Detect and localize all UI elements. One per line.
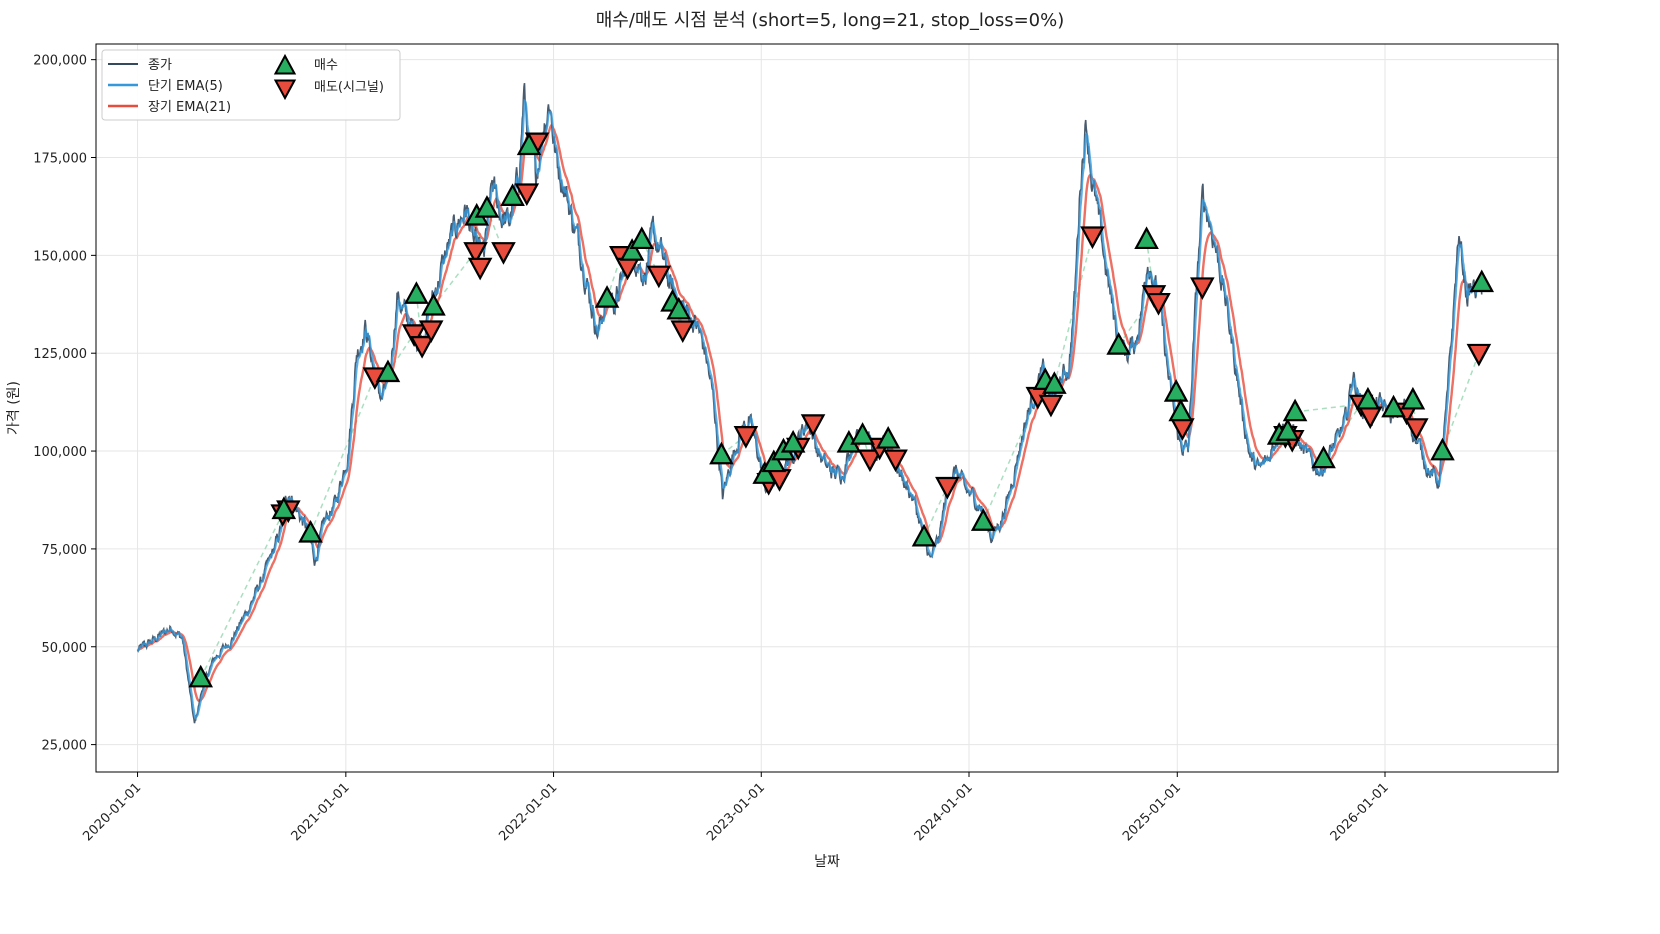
buy-signal-marker [1163, 379, 1189, 402]
sell-signal-marker [1466, 343, 1492, 367]
sell-signal-marker [467, 257, 493, 281]
buy-signal-marker [421, 292, 446, 316]
buy-signal-marker [619, 238, 645, 261]
sell-signal-marker [1080, 226, 1105, 250]
sell-signal-marker [935, 476, 960, 500]
sell-signal-marker [733, 426, 759, 449]
buy-signal-marker [752, 461, 777, 484]
buy-signal-marker [1042, 371, 1067, 394]
y-tick-label: 150,000 [33, 249, 87, 264]
legend-box [101, 49, 401, 121]
sell-signal-marker [800, 414, 826, 437]
buy-signal-marker [298, 519, 323, 543]
legend-sell-label: 매도(시그널) [314, 80, 384, 95]
buy-signal-marker [404, 281, 429, 304]
buy-signal-marker [1469, 269, 1495, 293]
buy-signal-marker [1134, 226, 1159, 250]
y-tick-label: 50,000 [42, 641, 88, 656]
buy-signal-marker [1400, 386, 1426, 410]
chart-title: 매수/매도 시점 분석 (short=5, long=21, stop_loss… [596, 10, 1065, 31]
sell-signal-marker [401, 324, 427, 347]
buy-signal-marker [1275, 418, 1300, 441]
buy-signal-marker [761, 449, 787, 473]
buy-signal-marker [850, 422, 875, 445]
sell-signal-marker [883, 449, 908, 473]
buy-signal-marker [629, 226, 655, 250]
trade-link-line [1118, 294, 1155, 346]
legend-sell-marker [273, 79, 297, 101]
legend-ema-long-label: 장기 EMA(21) [148, 100, 231, 115]
sell-signal-marker [646, 265, 672, 289]
buy-signal-marker [666, 296, 692, 320]
y-tick-label: 200,000 [33, 54, 87, 69]
buy-signal-marker [875, 426, 901, 449]
marker-layer [188, 132, 1495, 688]
sell-signal-marker [1190, 277, 1215, 300]
buy-signal-marker [375, 359, 401, 383]
y-axis-label: 가격 (원) [6, 381, 22, 435]
legend: 종가 단기 EMA(5) 장기 EMA(21) 매수 매도(시그널) [101, 49, 401, 121]
buy-signal-marker [516, 132, 542, 156]
buy-signal-marker [1106, 332, 1131, 355]
trade-link-line [387, 333, 415, 374]
legend-close-label: 종가 [148, 58, 172, 73]
sell-signal-marker [857, 449, 883, 473]
trade-link-line [200, 513, 284, 679]
buy-signal-marker [970, 508, 996, 531]
sell-signal-marker [409, 336, 435, 359]
buy-signal-marker [709, 441, 734, 465]
trade-link-line [309, 376, 376, 534]
sell-signal-marker [418, 320, 444, 344]
sell-signal-marker [1038, 394, 1064, 418]
y-tick-label: 25,000 [42, 739, 88, 754]
legend-ema-short-label: 단기 EMA(5) [148, 79, 223, 94]
plot-frame [95, 43, 1559, 773]
y-tick-label: 75,000 [42, 543, 88, 558]
trade-link-line [982, 395, 1039, 522]
sell-signal-marker [491, 242, 516, 265]
buy-signal-marker [594, 285, 620, 308]
y-tick-label: 100,000 [33, 445, 87, 460]
legend-buy-marker [273, 53, 297, 75]
buy-signal-marker [1355, 386, 1381, 410]
x-axis-label: 날짜 [814, 854, 840, 870]
buy-signal-marker [1311, 445, 1336, 469]
buy-signal-marker [474, 195, 500, 218]
buy-signal-marker [911, 523, 937, 547]
buy-signal-marker [271, 496, 297, 520]
sell-signal-marker [670, 320, 696, 344]
sell-signal-marker [463, 242, 488, 265]
buy-signal-marker [1282, 398, 1308, 422]
legend-buy-label: 매수 [314, 58, 338, 73]
buy-signal-marker [1430, 437, 1455, 461]
buy-signal-marker [1381, 394, 1406, 418]
sell-signal-marker [514, 183, 540, 207]
y-tick-label: 125,000 [33, 347, 87, 362]
sell-signal-marker [1146, 292, 1171, 316]
sell-signal-marker [1404, 418, 1429, 441]
buy-signal-marker [188, 664, 214, 688]
buy-signal-marker [780, 429, 806, 453]
buy-signal-marker [1168, 398, 1193, 422]
buy-signal-marker [500, 183, 525, 206]
y-tick-label: 175,000 [33, 152, 87, 167]
